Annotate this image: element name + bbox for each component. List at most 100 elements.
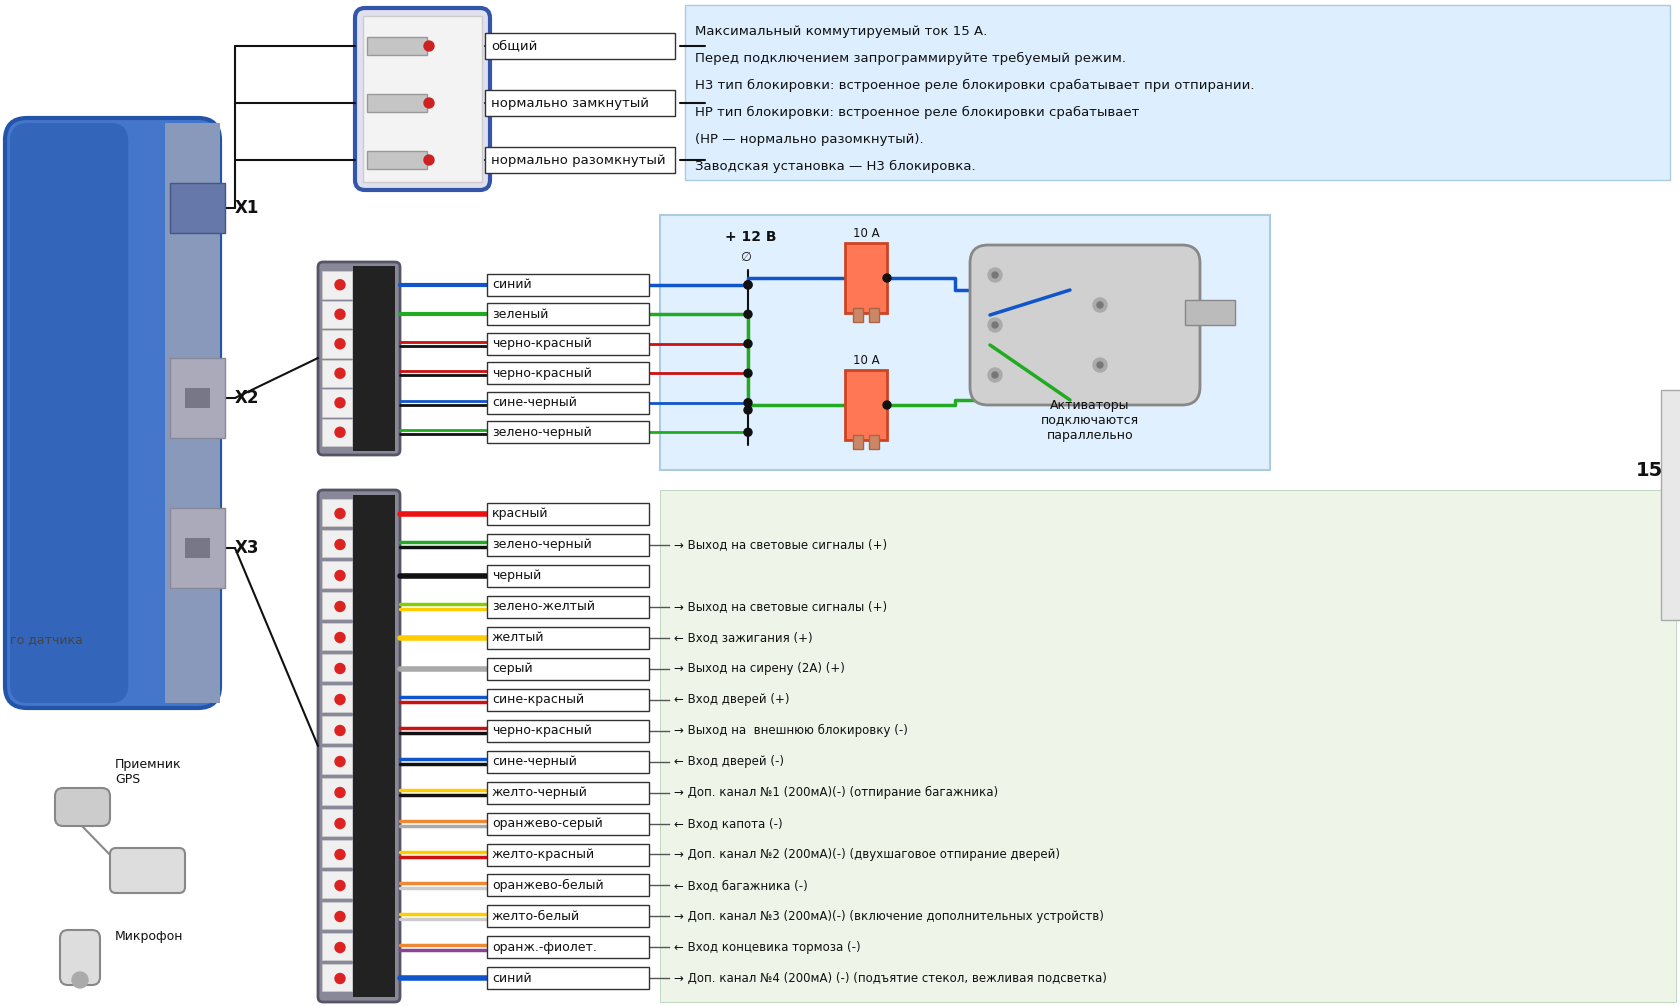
Text: зелено-желтый: зелено-желтый — [492, 600, 595, 613]
Bar — [170, 508, 225, 588]
Text: 10 А: 10 А — [852, 226, 879, 239]
Bar — [323, 359, 351, 387]
Bar — [487, 564, 648, 586]
Bar — [845, 243, 887, 313]
Circle shape — [991, 272, 998, 278]
Text: Активаторы
подключаются
параллельно: Активаторы подключаются параллельно — [1040, 398, 1139, 442]
Circle shape — [744, 281, 751, 289]
Bar — [165, 123, 220, 703]
Bar — [323, 747, 351, 774]
Bar — [185, 388, 210, 408]
Circle shape — [334, 694, 344, 704]
Circle shape — [744, 310, 751, 318]
Text: → Выход на сирену (2А) (+): → Выход на сирену (2А) (+) — [674, 662, 845, 675]
Circle shape — [334, 911, 344, 921]
Text: X3: X3 — [235, 539, 259, 557]
Text: Максимальный коммутируемый ток 15 А.: Максимальный коммутируемый ток 15 А. — [694, 25, 986, 38]
Bar — [486, 33, 675, 59]
Circle shape — [334, 757, 344, 767]
Text: 15: 15 — [1635, 461, 1662, 480]
Bar — [487, 750, 648, 773]
Bar — [869, 308, 879, 322]
Text: черно-красный: черно-красный — [492, 724, 591, 737]
Circle shape — [334, 508, 344, 518]
Bar — [323, 271, 351, 299]
Circle shape — [744, 398, 751, 406]
Circle shape — [334, 633, 344, 643]
Bar — [323, 933, 351, 960]
Bar — [323, 530, 351, 557]
Text: + 12 В: + 12 В — [724, 230, 776, 244]
Bar — [487, 274, 648, 296]
Circle shape — [1092, 358, 1107, 372]
Circle shape — [988, 268, 1001, 282]
Circle shape — [334, 428, 344, 438]
Bar — [323, 840, 351, 867]
Circle shape — [988, 318, 1001, 332]
Bar — [323, 902, 351, 929]
Bar — [366, 37, 427, 55]
Bar — [323, 499, 351, 526]
Bar — [487, 422, 648, 444]
FancyBboxPatch shape — [969, 245, 1200, 405]
Text: Перед подключением запрограммируйте требуемый режим.: Перед подключением запрограммируйте треб… — [694, 52, 1126, 65]
Bar — [323, 389, 351, 416]
Bar — [487, 813, 648, 835]
Text: Микрофон: Микрофон — [114, 930, 183, 943]
Circle shape — [334, 849, 344, 859]
Text: черный: черный — [492, 569, 541, 582]
Bar — [323, 964, 351, 991]
Circle shape — [334, 368, 344, 378]
Text: ← Вход дверей (+): ← Вход дверей (+) — [674, 693, 790, 706]
Bar — [487, 968, 648, 990]
Text: синий: синий — [492, 972, 531, 985]
Bar — [185, 538, 210, 558]
Circle shape — [334, 339, 344, 349]
Bar — [170, 358, 225, 438]
Circle shape — [334, 819, 344, 829]
Bar — [852, 435, 862, 449]
Bar — [487, 333, 648, 355]
Bar — [323, 301, 351, 328]
Text: го датчика: го датчика — [10, 634, 82, 647]
Text: ← Вход багажника (-): ← Вход багажника (-) — [674, 879, 808, 892]
Bar — [487, 596, 648, 618]
Text: сине-черный: сине-черный — [492, 396, 576, 409]
Text: 10 А: 10 А — [852, 353, 879, 366]
Text: X2: X2 — [235, 389, 259, 407]
Text: нормально разомкнутый: нормально разомкнутый — [491, 154, 665, 167]
Circle shape — [334, 974, 344, 984]
Circle shape — [334, 664, 344, 673]
Circle shape — [423, 155, 433, 165]
Bar — [487, 391, 648, 413]
Bar — [660, 215, 1270, 470]
Text: сине-черный: сине-черный — [492, 754, 576, 768]
Circle shape — [334, 788, 344, 798]
Text: красный: красный — [492, 507, 548, 520]
Bar — [323, 871, 351, 898]
Bar — [845, 370, 887, 440]
Circle shape — [1097, 302, 1102, 308]
Bar — [323, 330, 351, 357]
Text: желтый: желтый — [492, 631, 544, 644]
Circle shape — [334, 602, 344, 612]
Circle shape — [423, 41, 433, 51]
Bar — [487, 905, 648, 928]
Bar — [1660, 390, 1680, 620]
Bar — [487, 782, 648, 804]
Text: → Выход на световые сигналы (+): → Выход на световые сигналы (+) — [674, 538, 887, 551]
Text: → Выход на световые сигналы (+): → Выход на световые сигналы (+) — [674, 600, 887, 613]
Text: черно-красный: черно-красный — [492, 337, 591, 350]
Text: зелено-черный: зелено-черный — [492, 426, 591, 439]
Bar — [487, 843, 648, 865]
Circle shape — [423, 98, 433, 108]
Text: синий: синий — [492, 279, 531, 292]
FancyBboxPatch shape — [60, 930, 99, 985]
Text: ∅: ∅ — [739, 250, 751, 264]
Bar — [323, 623, 351, 650]
Text: оранжево-белый: оранжево-белый — [492, 879, 603, 892]
Text: зелено-черный: зелено-черный — [492, 538, 591, 551]
Bar — [487, 533, 648, 555]
Circle shape — [334, 880, 344, 890]
Bar — [323, 418, 351, 446]
